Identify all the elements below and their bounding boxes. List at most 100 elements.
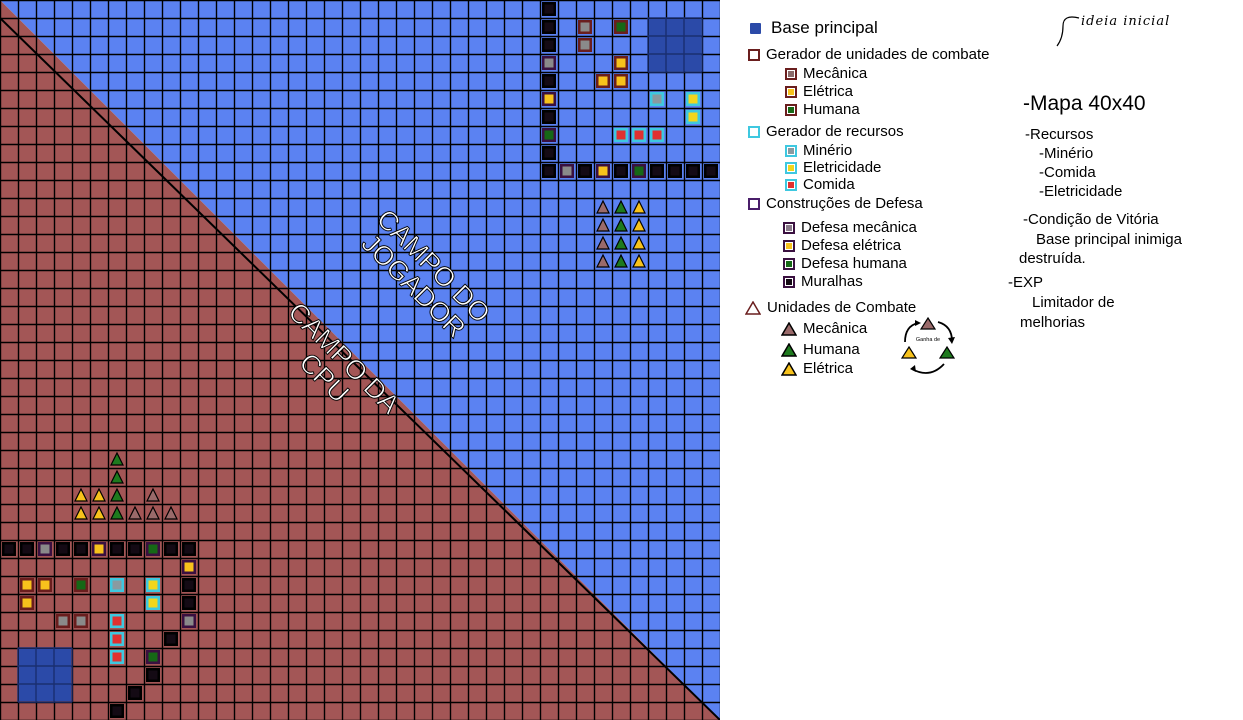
cpu-unit-elec <box>74 487 88 502</box>
player-defense-mech-fill <box>544 58 554 68</box>
legend-defense-elec: Defesa elétrica <box>783 237 901 254</box>
cpu-res-food-fill <box>112 634 122 644</box>
legend-base-label: Base principal <box>771 18 878 37</box>
legend-generator-human: Humana <box>785 101 860 118</box>
cpu-gen-elec-fill <box>22 598 32 608</box>
resource-square-icon <box>748 125 760 138</box>
cpu-unit-human <box>110 505 124 520</box>
note-victory-condition: -Condição de Vitória <box>1023 211 1159 228</box>
cpu-wall-fill <box>112 544 122 554</box>
legend-defense-elec-label: Defesa elétrica <box>801 237 902 254</box>
player-unit-human <box>614 217 628 232</box>
legend-generator: Gerador de unidades de combate <box>748 46 989 63</box>
cpu-wall-fill <box>130 544 140 554</box>
map-grid <box>0 0 720 720</box>
legend-generator-human-label: Humana <box>803 101 860 118</box>
legend-defense-wall: Muralhas <box>783 273 863 290</box>
cpu-gen-mech-fill <box>58 616 68 626</box>
note-exp-detail-1: Limitador de <box>1032 294 1115 311</box>
human-defense-icon <box>783 257 795 270</box>
legend-units: Unidades de Combate <box>745 299 916 316</box>
player-wall-fill <box>652 166 662 176</box>
player-wall-fill <box>616 166 626 176</box>
player-unit-human <box>614 235 628 250</box>
note-mineral: -Minério <box>1039 145 1094 162</box>
player-unit-elec <box>632 199 646 214</box>
player-defense-mech-fill <box>562 166 572 176</box>
legend-base: Base principal <box>750 18 878 38</box>
player-wall-fill <box>580 166 590 176</box>
cpu-wall-fill <box>112 706 122 716</box>
player-gen-elec-fill <box>616 76 626 86</box>
player-wall-fill <box>544 112 554 122</box>
game-map: CAMPO DO JOGADOR CAMPO DA CPU <box>0 0 720 720</box>
cpu-wall-fill <box>4 544 14 554</box>
cpu-defense-elec-fill <box>184 562 194 572</box>
legend-resource-elec-label: Eletricidade <box>803 159 882 176</box>
player-gen-elec-fill <box>598 76 608 86</box>
cpu-wall-fill <box>130 688 140 698</box>
legend-resource-elec: Eletricidade <box>785 159 881 176</box>
legend-generator-label: Gerador de unidades de combate <box>766 46 990 63</box>
cpu-wall-fill <box>76 544 86 554</box>
player-wall-fill <box>544 40 554 50</box>
cpu-unit-mech <box>164 505 178 520</box>
legend-defense-mech: Defesa mecânica <box>783 219 917 236</box>
cpu-defense-mech-fill <box>184 616 194 626</box>
player-wall-fill <box>706 166 716 176</box>
cpu-res-mineral-fill <box>112 580 122 590</box>
notes-title: -Mapa 40x40 <box>1023 92 1146 115</box>
field-divider <box>0 17 720 720</box>
cpu-gen-human-fill <box>76 580 86 590</box>
legend-resources: Gerador de recursos <box>748 123 904 140</box>
cpu-wall-fill <box>166 634 176 644</box>
player-gen-elec-fill <box>616 58 626 68</box>
legend-generator-elec-label: Elétrica <box>803 83 854 100</box>
elec-generator-icon <box>785 85 797 98</box>
player-res-elec-fill <box>688 94 698 104</box>
mech-unit-icon <box>781 321 797 336</box>
cpu-gen-elec-fill <box>40 580 50 590</box>
human-generator-icon <box>785 103 797 116</box>
food-icon <box>785 178 797 191</box>
player-unit-elec <box>632 235 646 250</box>
note-victory-detail-1: Base principal inimiga <box>1036 231 1182 248</box>
cpu-defense-elec-fill <box>94 544 104 554</box>
elec-defense-icon <box>783 239 795 252</box>
legend-generator-mech: Mecânica <box>785 65 867 82</box>
cpu-wall-fill <box>22 544 32 554</box>
player-defense-human-fill <box>544 130 554 140</box>
player-res-food-fill <box>616 130 626 140</box>
legend-unit-mech: Mecânica <box>781 320 867 337</box>
legend-generator-elec: Elétrica <box>785 83 853 100</box>
cycle-human-triangle <box>938 345 956 359</box>
player-unit-elec <box>632 217 646 232</box>
grid-lines <box>0 0 720 720</box>
cpu-wall-fill <box>184 580 194 590</box>
player-defense-human-fill <box>634 166 644 176</box>
player-unit-mech <box>596 253 610 268</box>
cpu-unit-human <box>110 487 124 502</box>
note-exp-detail-2: melhorias <box>1020 314 1086 331</box>
player-res-food-fill <box>652 130 662 140</box>
cpu-wall-fill <box>166 544 176 554</box>
note-electricity: -Eletricidade <box>1039 183 1123 200</box>
legend-resource-food: Comida <box>785 176 855 193</box>
mech-defense-icon <box>783 221 795 234</box>
cpu-unit-human <box>110 451 124 466</box>
player-gen-mech-fill <box>580 22 590 32</box>
note-resources: -Recursos <box>1025 126 1094 143</box>
cycle-label: Ganha de <box>916 337 940 343</box>
mineral-icon <box>785 144 797 157</box>
player-res-food-fill <box>634 130 644 140</box>
defense-square-icon <box>748 197 760 210</box>
player-gen-human-fill <box>616 22 626 32</box>
base-square-icon <box>750 22 761 34</box>
unit-triangle-icon <box>745 300 761 315</box>
player-wall-fill <box>544 4 554 14</box>
player-defense-elec-fill <box>598 166 608 176</box>
legend-unit-human: Humana <box>781 341 860 358</box>
human-unit-icon <box>781 342 797 357</box>
cpu-defense-human-fill <box>148 544 158 554</box>
player-res-elec-fill <box>688 112 698 122</box>
